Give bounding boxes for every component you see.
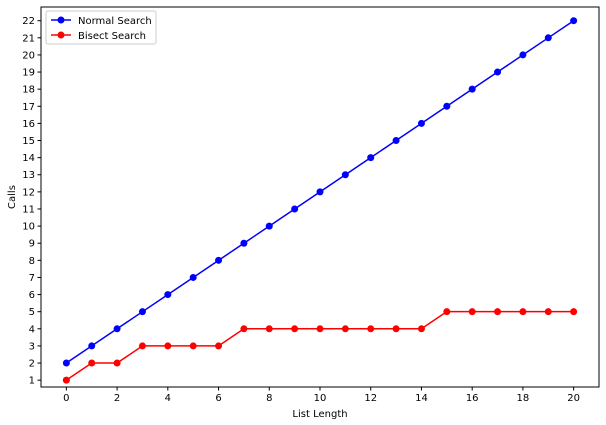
data-point-normal-search bbox=[113, 325, 121, 333]
y-tick-label: 19 bbox=[22, 68, 35, 79]
legend-frame bbox=[45, 10, 157, 45]
y-tick-label: 4 bbox=[29, 324, 35, 335]
y-tick-label: 7 bbox=[29, 273, 35, 284]
data-point-bisect-search bbox=[62, 376, 70, 384]
data-point-bisect-search bbox=[341, 325, 349, 333]
data-point-normal-search bbox=[215, 256, 223, 264]
legend-marker-bisect-search bbox=[57, 31, 65, 39]
data-point-bisect-search bbox=[291, 325, 299, 333]
y-tick-label: 5 bbox=[29, 307, 35, 318]
y-tick-label: 10 bbox=[22, 222, 35, 233]
data-point-bisect-search bbox=[215, 342, 223, 350]
data-point-normal-search bbox=[138, 308, 146, 316]
y-tick-label: 20 bbox=[22, 50, 35, 61]
data-point-bisect-search bbox=[265, 325, 273, 333]
y-tick-label: 17 bbox=[22, 102, 35, 113]
x-tick-label: 12 bbox=[364, 393, 377, 404]
data-point-normal-search bbox=[544, 34, 552, 42]
y-tick-label: 16 bbox=[22, 119, 35, 130]
y-tick-label: 6 bbox=[29, 290, 35, 301]
data-point-normal-search bbox=[291, 205, 299, 213]
legend-label-bisect-search: Bisect Search bbox=[78, 31, 146, 42]
y-tick-label: 11 bbox=[22, 204, 35, 215]
data-point-bisect-search bbox=[316, 325, 324, 333]
data-point-bisect-search bbox=[417, 325, 425, 333]
x-tick-label: 18 bbox=[517, 393, 530, 404]
y-tick-label: 13 bbox=[22, 170, 35, 181]
y-tick-label: 1 bbox=[29, 376, 35, 387]
data-point-bisect-search bbox=[544, 308, 552, 316]
y-axis-title: Calls bbox=[7, 185, 18, 209]
x-tick-label: 2 bbox=[114, 393, 120, 404]
data-point-normal-search bbox=[316, 188, 324, 196]
data-point-normal-search bbox=[417, 119, 425, 127]
x-tick-label: 6 bbox=[215, 393, 221, 404]
data-point-bisect-search bbox=[189, 342, 197, 350]
y-tick-label: 15 bbox=[22, 136, 35, 147]
data-point-normal-search bbox=[88, 342, 96, 350]
y-tick-label: 14 bbox=[22, 153, 35, 164]
y-tick-label: 3 bbox=[29, 341, 35, 352]
x-tick-label: 16 bbox=[466, 393, 479, 404]
x-tick-label: 20 bbox=[567, 393, 580, 404]
legend-label-normal-search: Normal Search bbox=[78, 16, 152, 27]
x-tick-label: 0 bbox=[63, 393, 69, 404]
data-point-bisect-search bbox=[88, 359, 96, 367]
data-point-normal-search bbox=[240, 239, 248, 247]
data-point-normal-search bbox=[62, 359, 70, 367]
data-point-bisect-search bbox=[367, 325, 375, 333]
data-point-normal-search bbox=[164, 291, 172, 299]
x-tick-label: 8 bbox=[266, 393, 272, 404]
data-point-normal-search bbox=[265, 222, 273, 230]
data-point-bisect-search bbox=[113, 359, 121, 367]
data-point-normal-search bbox=[189, 273, 197, 281]
x-tick-label: 10 bbox=[314, 393, 327, 404]
x-axis: 0 2 4 6 8 10 12 14 16 18 20 bbox=[63, 387, 580, 404]
y-tick-label: 9 bbox=[29, 239, 35, 250]
y-tick-label: 22 bbox=[22, 16, 35, 27]
y-tick-label: 2 bbox=[29, 359, 35, 370]
data-point-bisect-search bbox=[468, 308, 476, 316]
x-axis-title: List Length bbox=[292, 409, 347, 420]
data-point-normal-search bbox=[519, 51, 527, 59]
data-point-bisect-search bbox=[392, 325, 400, 333]
data-point-normal-search bbox=[468, 85, 476, 93]
data-point-bisect-search bbox=[494, 308, 502, 316]
data-point-normal-search bbox=[494, 68, 502, 76]
y-tick-label: 8 bbox=[29, 256, 35, 267]
data-point-bisect-search bbox=[443, 308, 451, 316]
data-point-normal-search bbox=[443, 102, 451, 110]
x-tick-label: 4 bbox=[165, 393, 171, 404]
data-point-bisect-search bbox=[570, 308, 578, 316]
legend-marker-normal-search bbox=[57, 16, 65, 24]
data-point-bisect-search bbox=[240, 325, 248, 333]
data-point-bisect-search bbox=[138, 342, 146, 350]
y-tick-label: 21 bbox=[22, 33, 35, 44]
series-layer bbox=[62, 17, 578, 384]
data-point-normal-search bbox=[341, 171, 349, 179]
data-point-normal-search bbox=[392, 137, 400, 145]
data-point-normal-search bbox=[367, 154, 375, 162]
legend: Normal Search Bisect Search bbox=[45, 10, 157, 45]
y-tick-label: 18 bbox=[22, 85, 35, 96]
y-tick-label: 12 bbox=[22, 187, 35, 198]
data-point-normal-search bbox=[570, 17, 578, 25]
data-point-bisect-search bbox=[519, 308, 527, 316]
data-point-bisect-search bbox=[164, 342, 172, 350]
x-tick-label: 14 bbox=[415, 393, 428, 404]
